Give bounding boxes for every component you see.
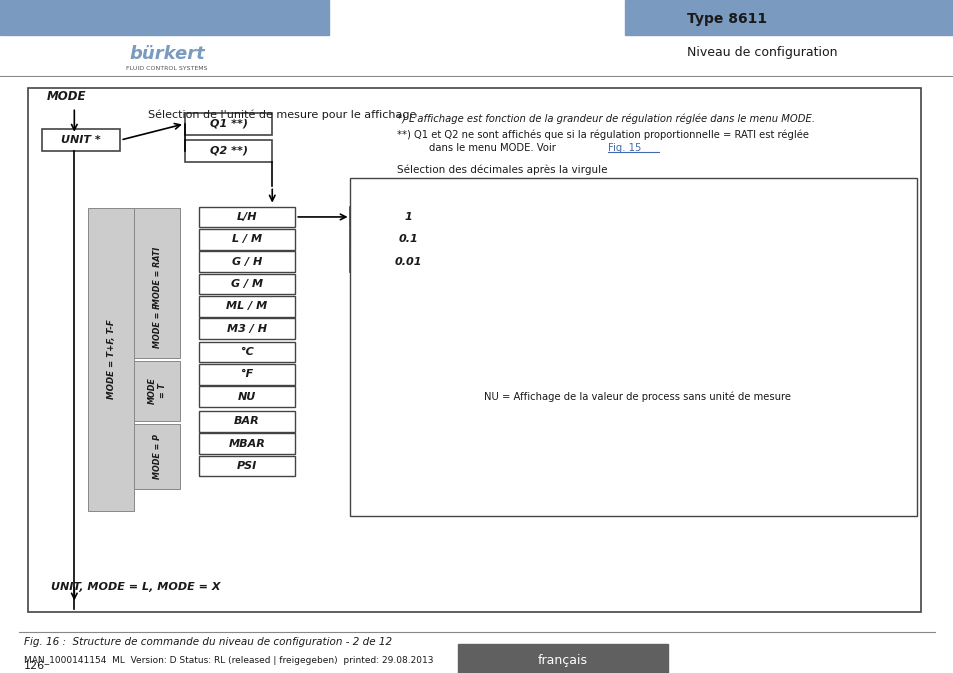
Text: MODE = RATI: MODE = RATI — [152, 247, 161, 306]
Bar — [350, 229, 465, 250]
Bar — [198, 296, 294, 317]
Text: Type 8611: Type 8611 — [686, 12, 766, 26]
Text: UNIT, MODE = L, MODE = X: UNIT, MODE = L, MODE = X — [51, 582, 220, 592]
Text: °C: °C — [240, 347, 253, 357]
Text: 0.01: 0.01 — [394, 256, 421, 267]
Text: MAN_1000141154  ML  Version: D Status: RL (released | freigegeben)  printed: 29.: MAN_1000141154 ML Version: D Status: RL … — [24, 656, 433, 665]
Bar — [350, 178, 916, 516]
Bar — [198, 386, 294, 407]
Text: G / M: G / M — [231, 279, 263, 289]
Bar — [457, 643, 667, 673]
Bar — [88, 208, 134, 511]
Text: NU = Affichage de la valeur de process sans unité de mesure: NU = Affichage de la valeur de process s… — [483, 392, 790, 402]
Text: PSI: PSI — [236, 461, 256, 471]
Text: Niveau de configuration: Niveau de configuration — [686, 46, 837, 59]
Text: 1: 1 — [404, 212, 412, 222]
Text: bürkert: bürkert — [129, 45, 205, 63]
Bar — [198, 251, 294, 272]
Bar — [198, 207, 294, 227]
Text: ML / M: ML / M — [226, 302, 267, 312]
Text: MODE
= T: MODE = T — [148, 378, 167, 404]
Text: G / H: G / H — [232, 256, 262, 267]
Text: UNIT *: UNIT * — [61, 135, 101, 145]
Text: M3 / H: M3 / H — [227, 324, 267, 334]
Bar — [134, 361, 180, 421]
Text: °F: °F — [240, 369, 253, 380]
Text: Q1 **): Q1 **) — [210, 118, 247, 129]
Bar — [198, 433, 294, 454]
Text: MBAR: MBAR — [229, 439, 265, 449]
Bar — [198, 318, 294, 339]
Text: MODE: MODE — [47, 90, 86, 103]
Text: **) Q1 et Q2 ne sont affichés que si la régulation proportionnelle = RATI est ré: **) Q1 et Q2 ne sont affichés que si la … — [396, 129, 808, 140]
Text: Q2 **): Q2 **) — [210, 146, 247, 156]
Bar — [198, 364, 294, 385]
Text: MODE = F: MODE = F — [152, 303, 161, 348]
Text: français: français — [537, 654, 587, 667]
Text: MODE = P: MODE = P — [152, 434, 161, 479]
Text: Fig. 15: Fig. 15 — [608, 143, 641, 153]
Text: FLUID CONTROL SYSTEMS: FLUID CONTROL SYSTEMS — [126, 66, 208, 71]
Text: Sélection des décimales après la virgule: Sélection des décimales après la virgule — [396, 165, 606, 176]
Bar — [42, 129, 120, 151]
Bar — [198, 456, 294, 476]
Text: MODE = T+F, T-F: MODE = T+F, T-F — [107, 320, 115, 399]
Text: *) L'affichage est fonction de la grandeur de régulation réglée dans le menu MOD: *) L'affichage est fonction de la grande… — [396, 113, 814, 124]
Bar — [350, 251, 465, 272]
Bar — [134, 208, 180, 358]
Text: 126: 126 — [24, 661, 45, 671]
Bar — [134, 423, 180, 489]
Bar — [198, 411, 294, 432]
Text: L / M: L / M — [232, 234, 262, 244]
Bar — [198, 342, 294, 363]
Bar — [0, 0, 329, 35]
Text: L/H: L/H — [236, 212, 257, 222]
Bar — [624, 0, 953, 35]
Bar — [185, 113, 272, 135]
Bar — [198, 274, 294, 294]
Text: dans le menu MODE. Voir: dans le menu MODE. Voir — [428, 143, 558, 153]
Bar — [185, 140, 272, 162]
Bar — [198, 229, 294, 250]
Text: Fig. 16 :  Structure de commande du niveau de configuration - 2 de 12: Fig. 16 : Structure de commande du nivea… — [24, 637, 392, 647]
Bar — [350, 207, 465, 227]
Text: Sélection de l'unité de mesure pour le affichage: Sélection de l'unité de mesure pour le a… — [148, 109, 416, 120]
Text: NU: NU — [237, 392, 255, 402]
Text: 0.1: 0.1 — [397, 234, 417, 244]
Text: BAR: BAR — [233, 417, 259, 427]
